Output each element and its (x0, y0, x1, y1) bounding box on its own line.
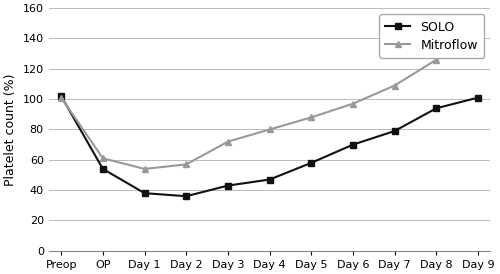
Mitroflow (434, 58, 440, 61)
SOLO (392, 129, 398, 133)
Y-axis label: Platelet count (%): Platelet count (%) (4, 73, 17, 186)
Mitroflow (142, 167, 148, 170)
Mitroflow (308, 116, 314, 119)
Line: Mitroflow: Mitroflow (58, 35, 482, 172)
Mitroflow (266, 128, 272, 131)
SOLO (183, 195, 189, 198)
SOLO (225, 184, 231, 187)
Mitroflow (58, 96, 64, 99)
SOLO (308, 161, 314, 164)
SOLO (142, 192, 148, 195)
SOLO (350, 143, 356, 146)
SOLO (266, 178, 272, 181)
Mitroflow (183, 163, 189, 166)
Legend: SOLO, Mitroflow: SOLO, Mitroflow (379, 15, 484, 58)
SOLO (100, 167, 106, 170)
SOLO (475, 96, 481, 99)
SOLO (58, 95, 64, 98)
Mitroflow (392, 84, 398, 87)
Mitroflow (475, 37, 481, 40)
Mitroflow (100, 157, 106, 160)
Line: SOLO: SOLO (58, 93, 482, 200)
SOLO (434, 107, 440, 110)
Mitroflow (350, 102, 356, 105)
Mitroflow (225, 140, 231, 143)
